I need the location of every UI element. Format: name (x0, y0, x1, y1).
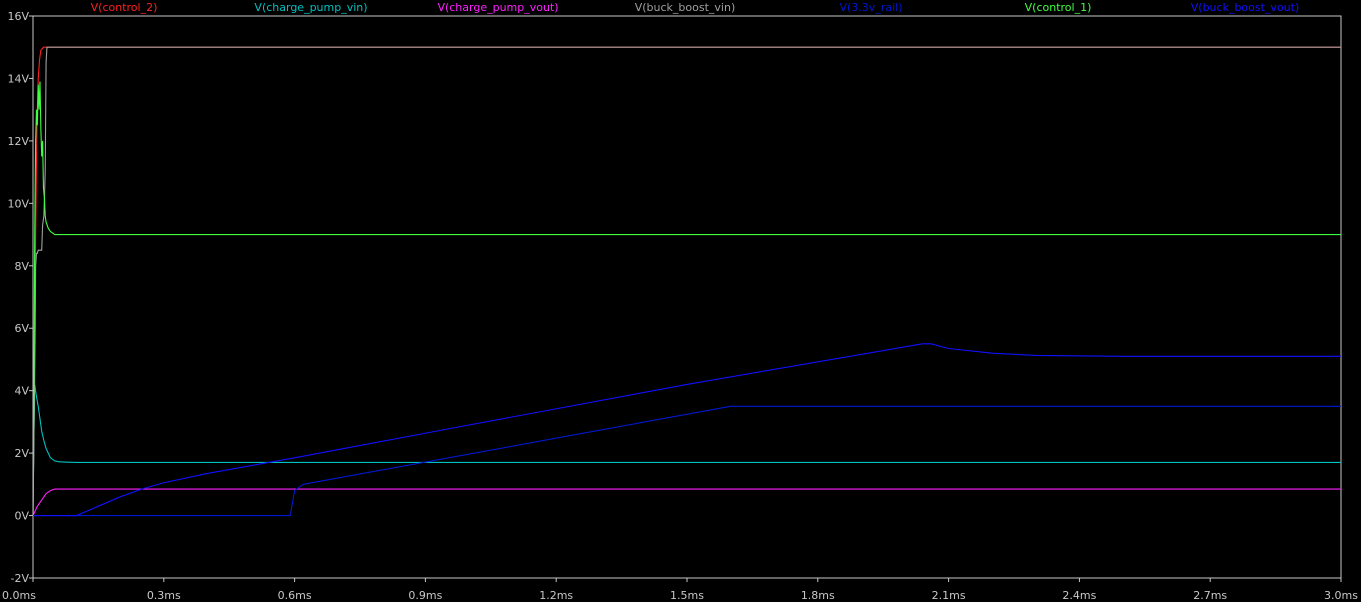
y-tick-label: 12V (7, 135, 29, 148)
legend: V(control_2) V(charge_pump_vin) V(charge_p… (91, 1, 1300, 14)
trace-v-control-1[interactable] (33, 81, 1341, 516)
plot-axes (29, 15, 1342, 582)
trace-v-buck-boost-vin[interactable] (33, 46, 1341, 516)
y-tick-label: 2V (14, 447, 29, 460)
y-tick-label: 6V (14, 322, 29, 335)
legend-item[interactable]: V(buck_boost_vin) (635, 1, 736, 14)
y-tick-label: 16V (7, 10, 29, 23)
legend-item[interactable]: V(3.3v_rail) (840, 1, 903, 14)
trace-v-buck-boost-vout[interactable] (33, 343, 1341, 517)
x-tick-label: 2.4ms (1062, 589, 1096, 602)
x-tick-label: 1.8ms (801, 589, 835, 602)
x-tick-label: 1.2ms (539, 589, 573, 602)
trace-v-3-3v-rail[interactable] (33, 405, 1341, 517)
x-tick-label: 1.5ms (670, 589, 704, 602)
x-tick-label: 0.3ms (147, 589, 181, 602)
x-tick-label: 0.0ms (2, 589, 36, 602)
trace-v-control-2[interactable] (33, 46, 1341, 516)
y-tick-label: -2V (11, 572, 30, 585)
y-tick-label: 8V (14, 260, 29, 273)
x-tick-label: 0.6ms (278, 589, 312, 602)
x-tick-label: 0.9ms (408, 589, 442, 602)
legend-item[interactable]: V(charge_pump_vout) (437, 1, 558, 14)
legend-item[interactable]: V(charge_pump_vin) (254, 1, 367, 14)
y-tick-label: 14V (7, 72, 29, 85)
x-tick-label: 2.7ms (1193, 589, 1227, 602)
y-tick-label: 10V (7, 197, 29, 210)
y-tick-label: 0V (14, 510, 29, 523)
x-tick-label: 2.1ms (932, 589, 966, 602)
legend-item[interactable]: V(buck_boost_vout) (1191, 1, 1300, 14)
legend-item[interactable]: V(control_2) (91, 1, 158, 14)
plot-frame (32, 15, 1342, 579)
traces (33, 46, 1341, 517)
trace-v-charge-pump-vout[interactable] (33, 488, 1341, 516)
trace-v-charge-pump-vin[interactable] (33, 384, 1341, 516)
legend-item[interactable]: V(control_1) (1025, 1, 1092, 14)
tick-labels: 0.0ms 0.3ms 0.6ms 0.9ms 1.2ms 1.5ms 1.8ms 2.1ms… (2, 10, 1358, 602)
x-tick-label: 3.0ms (1324, 589, 1358, 602)
y-tick-label: 4V (14, 385, 29, 398)
